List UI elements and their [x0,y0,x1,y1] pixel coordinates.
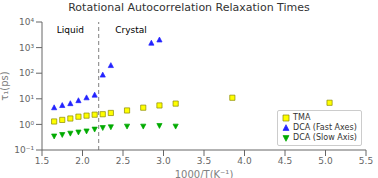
svg-text:4.5: 4.5 [278,156,292,166]
svg-text:10²: 10² [19,68,34,78]
svg-text:3.0: 3.0 [156,156,171,166]
svg-text:Liquid: Liquid [57,25,84,35]
svg-text:10⁴: 10⁴ [19,17,34,27]
svg-text:1.5: 1.5 [35,156,49,166]
html-text:Rotational Autocorrelation Rel: Rotational Autocorrelation Relaxation Ti… [68,1,310,14]
svg-text:10¹: 10¹ [19,94,34,104]
svg-text:2.0: 2.0 [75,156,90,166]
svg-text:3.5: 3.5 [197,156,211,166]
svg-text:4.0: 4.0 [237,156,252,166]
svg-text:1000/T(K⁻¹): 1000/T(K⁻¹) [175,169,234,178]
svg-text:τ₁(ps): τ₁(ps) [8,71,10,100]
svg-text:10⁰: 10⁰ [19,120,34,130]
html-text:TMA: TMA [293,113,311,122]
svg-text:Crystal: Crystal [115,25,147,35]
html-text:DCA (Slow Axis): DCA (Slow Axis) [293,133,357,142]
svg-text:10⁻¹: 10⁻¹ [14,145,34,155]
svg-text:5.5: 5.5 [359,156,370,166]
svg-text:2.5: 2.5 [116,156,130,166]
html-text:DCA (Fast Axes): DCA (Fast Axes) [293,123,357,132]
svg-text:5.0: 5.0 [318,156,333,166]
svg-text:10³: 10³ [19,43,34,53]
